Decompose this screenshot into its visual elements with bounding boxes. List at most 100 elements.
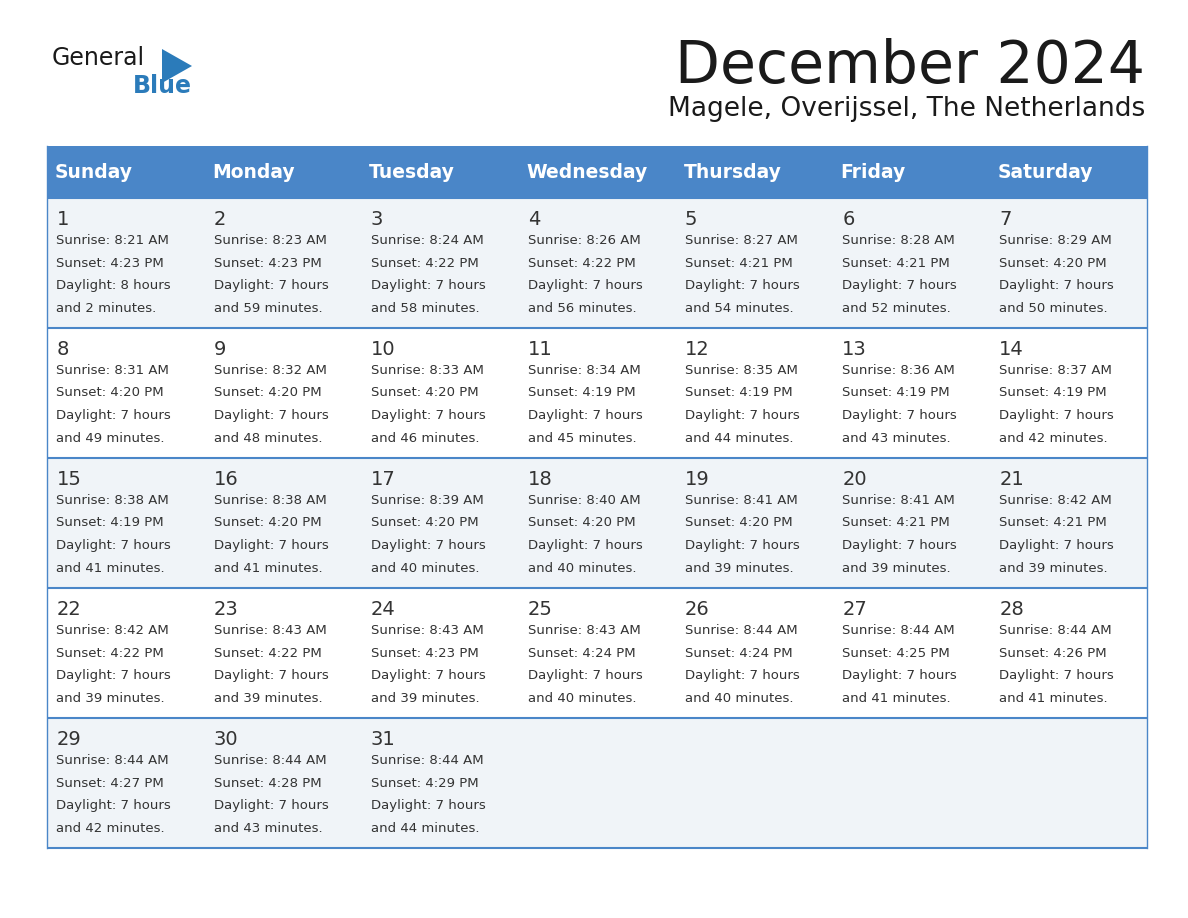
Bar (48, 458, 1146, 588)
Text: 13: 13 (842, 340, 867, 359)
Text: 16: 16 (214, 470, 239, 489)
Text: 18: 18 (527, 470, 552, 489)
Text: Sunrise: 8:27 AM: Sunrise: 8:27 AM (685, 234, 798, 247)
Text: and 39 minutes.: and 39 minutes. (685, 562, 794, 575)
Text: Sunset: 4:23 PM: Sunset: 4:23 PM (214, 256, 321, 270)
Text: Daylight: 7 hours: Daylight: 7 hours (842, 279, 956, 292)
Text: and 39 minutes.: and 39 minutes. (56, 691, 165, 704)
Text: and 59 minutes.: and 59 minutes. (214, 301, 322, 315)
Text: Sunrise: 8:35 AM: Sunrise: 8:35 AM (685, 364, 798, 377)
Text: Sunrise: 8:43 AM: Sunrise: 8:43 AM (371, 624, 484, 637)
Text: Daylight: 7 hours: Daylight: 7 hours (527, 669, 643, 682)
Text: Daylight: 7 hours: Daylight: 7 hours (842, 669, 956, 682)
Text: Sunset: 4:24 PM: Sunset: 4:24 PM (527, 646, 636, 659)
Text: 29: 29 (56, 730, 81, 749)
Text: Sunrise: 8:44 AM: Sunrise: 8:44 AM (999, 624, 1112, 637)
Text: Sunrise: 8:38 AM: Sunrise: 8:38 AM (214, 494, 327, 507)
Bar (48, 328, 1146, 458)
Text: Daylight: 7 hours: Daylight: 7 hours (371, 669, 486, 682)
Text: 25: 25 (527, 600, 552, 619)
Text: Daylight: 7 hours: Daylight: 7 hours (999, 409, 1114, 422)
Text: Sunset: 4:21 PM: Sunset: 4:21 PM (999, 517, 1107, 530)
Text: Sunrise: 8:44 AM: Sunrise: 8:44 AM (685, 624, 797, 637)
Text: Sunset: 4:29 PM: Sunset: 4:29 PM (371, 777, 479, 789)
Text: 1: 1 (56, 210, 69, 229)
Text: Thursday: Thursday (683, 162, 782, 182)
Text: Sunset: 4:22 PM: Sunset: 4:22 PM (527, 256, 636, 270)
Text: and 41 minutes.: and 41 minutes. (214, 562, 322, 575)
Bar (48, 588, 1146, 718)
Text: Sunset: 4:20 PM: Sunset: 4:20 PM (214, 517, 321, 530)
Text: Magele, Overijssel, The Netherlands: Magele, Overijssel, The Netherlands (668, 96, 1145, 122)
Text: 17: 17 (371, 470, 396, 489)
Text: 4: 4 (527, 210, 541, 229)
Text: Sunrise: 8:44 AM: Sunrise: 8:44 AM (842, 624, 955, 637)
Text: Sunrise: 8:28 AM: Sunrise: 8:28 AM (842, 234, 955, 247)
Text: Sunrise: 8:21 AM: Sunrise: 8:21 AM (56, 234, 170, 247)
Text: Daylight: 7 hours: Daylight: 7 hours (371, 539, 486, 552)
Text: Sunrise: 8:42 AM: Sunrise: 8:42 AM (999, 494, 1112, 507)
Text: and 43 minutes.: and 43 minutes. (842, 431, 950, 444)
Text: Daylight: 7 hours: Daylight: 7 hours (999, 669, 1114, 682)
Text: Sunset: 4:24 PM: Sunset: 4:24 PM (685, 646, 792, 659)
Text: and 40 minutes.: and 40 minutes. (685, 691, 794, 704)
Text: 14: 14 (999, 340, 1024, 359)
Text: 9: 9 (214, 340, 226, 359)
Bar (48, 198, 1146, 328)
Bar (204, 146, 361, 198)
Bar (676, 146, 833, 198)
Text: Daylight: 7 hours: Daylight: 7 hours (371, 279, 486, 292)
Text: 23: 23 (214, 600, 239, 619)
Text: and 39 minutes.: and 39 minutes. (842, 562, 950, 575)
Text: Daylight: 7 hours: Daylight: 7 hours (527, 409, 643, 422)
Text: Daylight: 7 hours: Daylight: 7 hours (214, 799, 328, 812)
Text: Sunday: Sunday (55, 162, 133, 182)
Text: and 49 minutes.: and 49 minutes. (56, 431, 165, 444)
Text: Daylight: 7 hours: Daylight: 7 hours (685, 409, 800, 422)
Text: Sunrise: 8:42 AM: Sunrise: 8:42 AM (56, 624, 169, 637)
Text: Sunrise: 8:41 AM: Sunrise: 8:41 AM (685, 494, 798, 507)
Text: Sunset: 4:23 PM: Sunset: 4:23 PM (56, 256, 164, 270)
Text: Daylight: 7 hours: Daylight: 7 hours (56, 669, 171, 682)
Text: Saturday: Saturday (998, 162, 1093, 182)
Text: Daylight: 7 hours: Daylight: 7 hours (685, 669, 800, 682)
Text: Daylight: 7 hours: Daylight: 7 hours (56, 799, 171, 812)
Text: Sunrise: 8:44 AM: Sunrise: 8:44 AM (371, 754, 484, 767)
Text: Sunrise: 8:24 AM: Sunrise: 8:24 AM (371, 234, 484, 247)
Text: Sunset: 4:20 PM: Sunset: 4:20 PM (999, 256, 1107, 270)
Text: 22: 22 (56, 600, 81, 619)
Text: Sunset: 4:28 PM: Sunset: 4:28 PM (214, 777, 321, 789)
Text: 24: 24 (371, 600, 396, 619)
Text: Sunrise: 8:40 AM: Sunrise: 8:40 AM (527, 494, 640, 507)
Text: Daylight: 7 hours: Daylight: 7 hours (999, 539, 1114, 552)
Text: and 40 minutes.: and 40 minutes. (527, 562, 637, 575)
Text: Sunset: 4:19 PM: Sunset: 4:19 PM (527, 386, 636, 399)
Bar (833, 146, 990, 198)
Text: 7: 7 (999, 210, 1012, 229)
Text: Sunset: 4:21 PM: Sunset: 4:21 PM (685, 256, 792, 270)
Text: Sunset: 4:19 PM: Sunset: 4:19 PM (56, 517, 164, 530)
Text: 6: 6 (842, 210, 854, 229)
Text: Daylight: 7 hours: Daylight: 7 hours (56, 539, 171, 552)
Text: and 52 minutes.: and 52 minutes. (842, 301, 950, 315)
Text: Wednesday: Wednesday (526, 162, 647, 182)
Text: Daylight: 7 hours: Daylight: 7 hours (214, 539, 328, 552)
Text: Sunset: 4:20 PM: Sunset: 4:20 PM (527, 517, 636, 530)
Text: Sunrise: 8:38 AM: Sunrise: 8:38 AM (56, 494, 169, 507)
Text: Daylight: 7 hours: Daylight: 7 hours (527, 279, 643, 292)
Bar (990, 146, 1146, 198)
Text: and 54 minutes.: and 54 minutes. (685, 301, 794, 315)
Text: Sunrise: 8:26 AM: Sunrise: 8:26 AM (527, 234, 640, 247)
Text: and 41 minutes.: and 41 minutes. (842, 691, 950, 704)
Text: and 45 minutes.: and 45 minutes. (527, 431, 637, 444)
Text: 10: 10 (371, 340, 396, 359)
Text: Sunrise: 8:32 AM: Sunrise: 8:32 AM (214, 364, 327, 377)
Text: and 41 minutes.: and 41 minutes. (56, 562, 165, 575)
Text: Sunrise: 8:37 AM: Sunrise: 8:37 AM (999, 364, 1112, 377)
Text: 12: 12 (685, 340, 709, 359)
Text: Sunrise: 8:44 AM: Sunrise: 8:44 AM (214, 754, 327, 767)
Text: and 42 minutes.: and 42 minutes. (999, 431, 1108, 444)
Text: 31: 31 (371, 730, 396, 749)
Text: Sunrise: 8:41 AM: Sunrise: 8:41 AM (842, 494, 955, 507)
Text: Sunrise: 8:43 AM: Sunrise: 8:43 AM (214, 624, 327, 637)
